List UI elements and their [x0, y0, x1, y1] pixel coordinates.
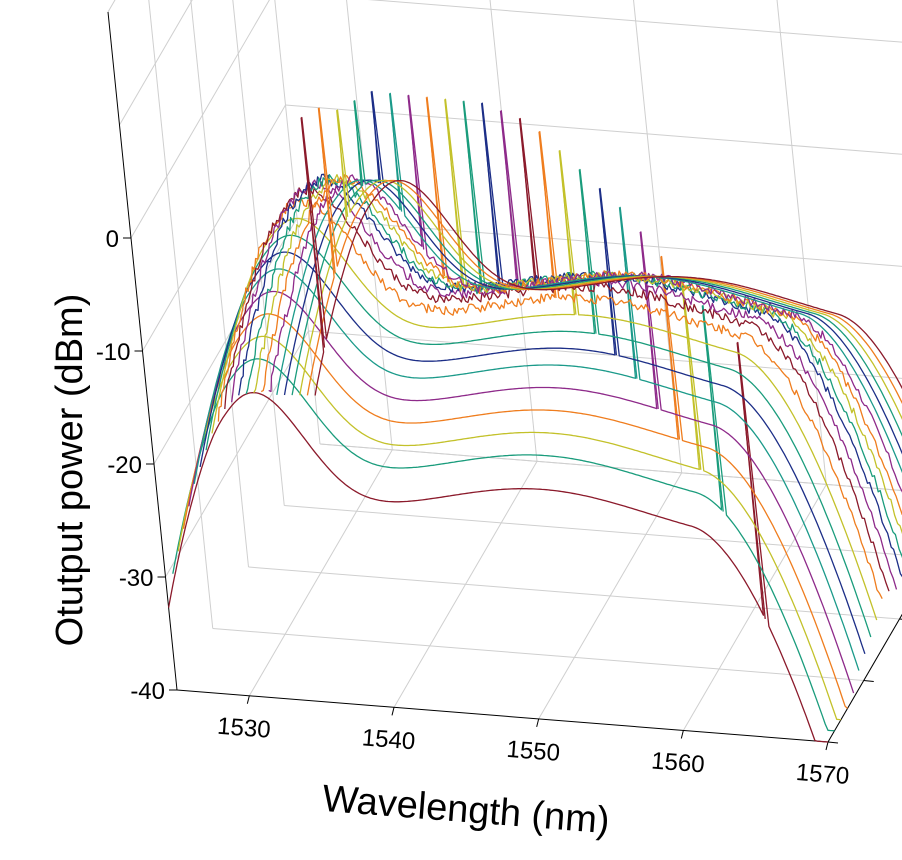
spectrum-trace [211, 149, 878, 621]
axes [107, 11, 902, 751]
spectrum-trace [238, 102, 902, 578]
back-wall-grid-line [296, 217, 902, 267]
spectrum-trace [306, 107, 902, 405]
x-axis-title: Wavelength (nm) [321, 778, 611, 842]
x-tick [536, 718, 540, 728]
z-tick-label: -30 [119, 565, 154, 592]
y-axis-title: Otutput power (dBm) [49, 294, 91, 647]
side-wall-grid-line [274, 0, 321, 445]
x-axis-line [176, 689, 829, 743]
floor-grid-line [248, 566, 900, 620]
spectrum-trace [283, 90, 902, 455]
spectrum-trace [299, 109, 902, 420]
spectrum-trace [193, 206, 860, 671]
z-tick-label: -10 [96, 339, 131, 366]
spectrum-trace [205, 168, 872, 638]
spectrum-trace [268, 94, 902, 493]
spectrum-trace [245, 100, 902, 559]
depth-tick [863, 680, 874, 682]
floor-grid-line [212, 628, 864, 681]
z-tick-label: -20 [107, 452, 142, 479]
x-tick-label: 1530 [216, 713, 271, 744]
x-tick-label: 1550 [506, 736, 561, 767]
x-tick-label: 1560 [650, 747, 705, 778]
x-tick [825, 741, 829, 751]
x-tick-label: 1570 [795, 759, 850, 790]
x-tick [680, 730, 684, 739]
spectra-traces [167, 90, 902, 743]
back-wall-grid-line [319, 443, 902, 491]
back-wall-grid-line [367, 0, 902, 43]
depth-tick [827, 741, 839, 744]
spectrum-trace [291, 100, 902, 437]
side-wall-grid-line [107, 0, 116, 13]
side-wall-grid-line [232, 0, 285, 506]
spectrum-trace [188, 231, 855, 694]
z-tick-label: 0 [106, 226, 119, 253]
spectrum-trace [172, 304, 835, 732]
side-wall-grid-line [148, 0, 214, 629]
z-tick-label: -40 [130, 678, 165, 705]
z-tick-labels: 0 -10 -20 -30 -40 [96, 226, 165, 705]
side-wall-grid-line [119, 0, 193, 126]
x-tick [391, 707, 395, 716]
spectrum-trace [253, 98, 902, 535]
x-tick-labels: 1530 1540 1550 1560 1570 [216, 713, 850, 790]
spectrum-trace [182, 255, 848, 709]
x-tick-label: 1540 [361, 724, 416, 755]
spectrum-trace [199, 187, 866, 655]
spectrum-trace [177, 280, 842, 721]
x-tick [246, 695, 250, 704]
back-wall-grid-line [285, 104, 902, 155]
depth-tick [899, 618, 902, 620]
spectrum-trace [301, 116, 902, 396]
side-wall-grid-line [190, 0, 249, 568]
spectrum-trace [217, 131, 883, 599]
